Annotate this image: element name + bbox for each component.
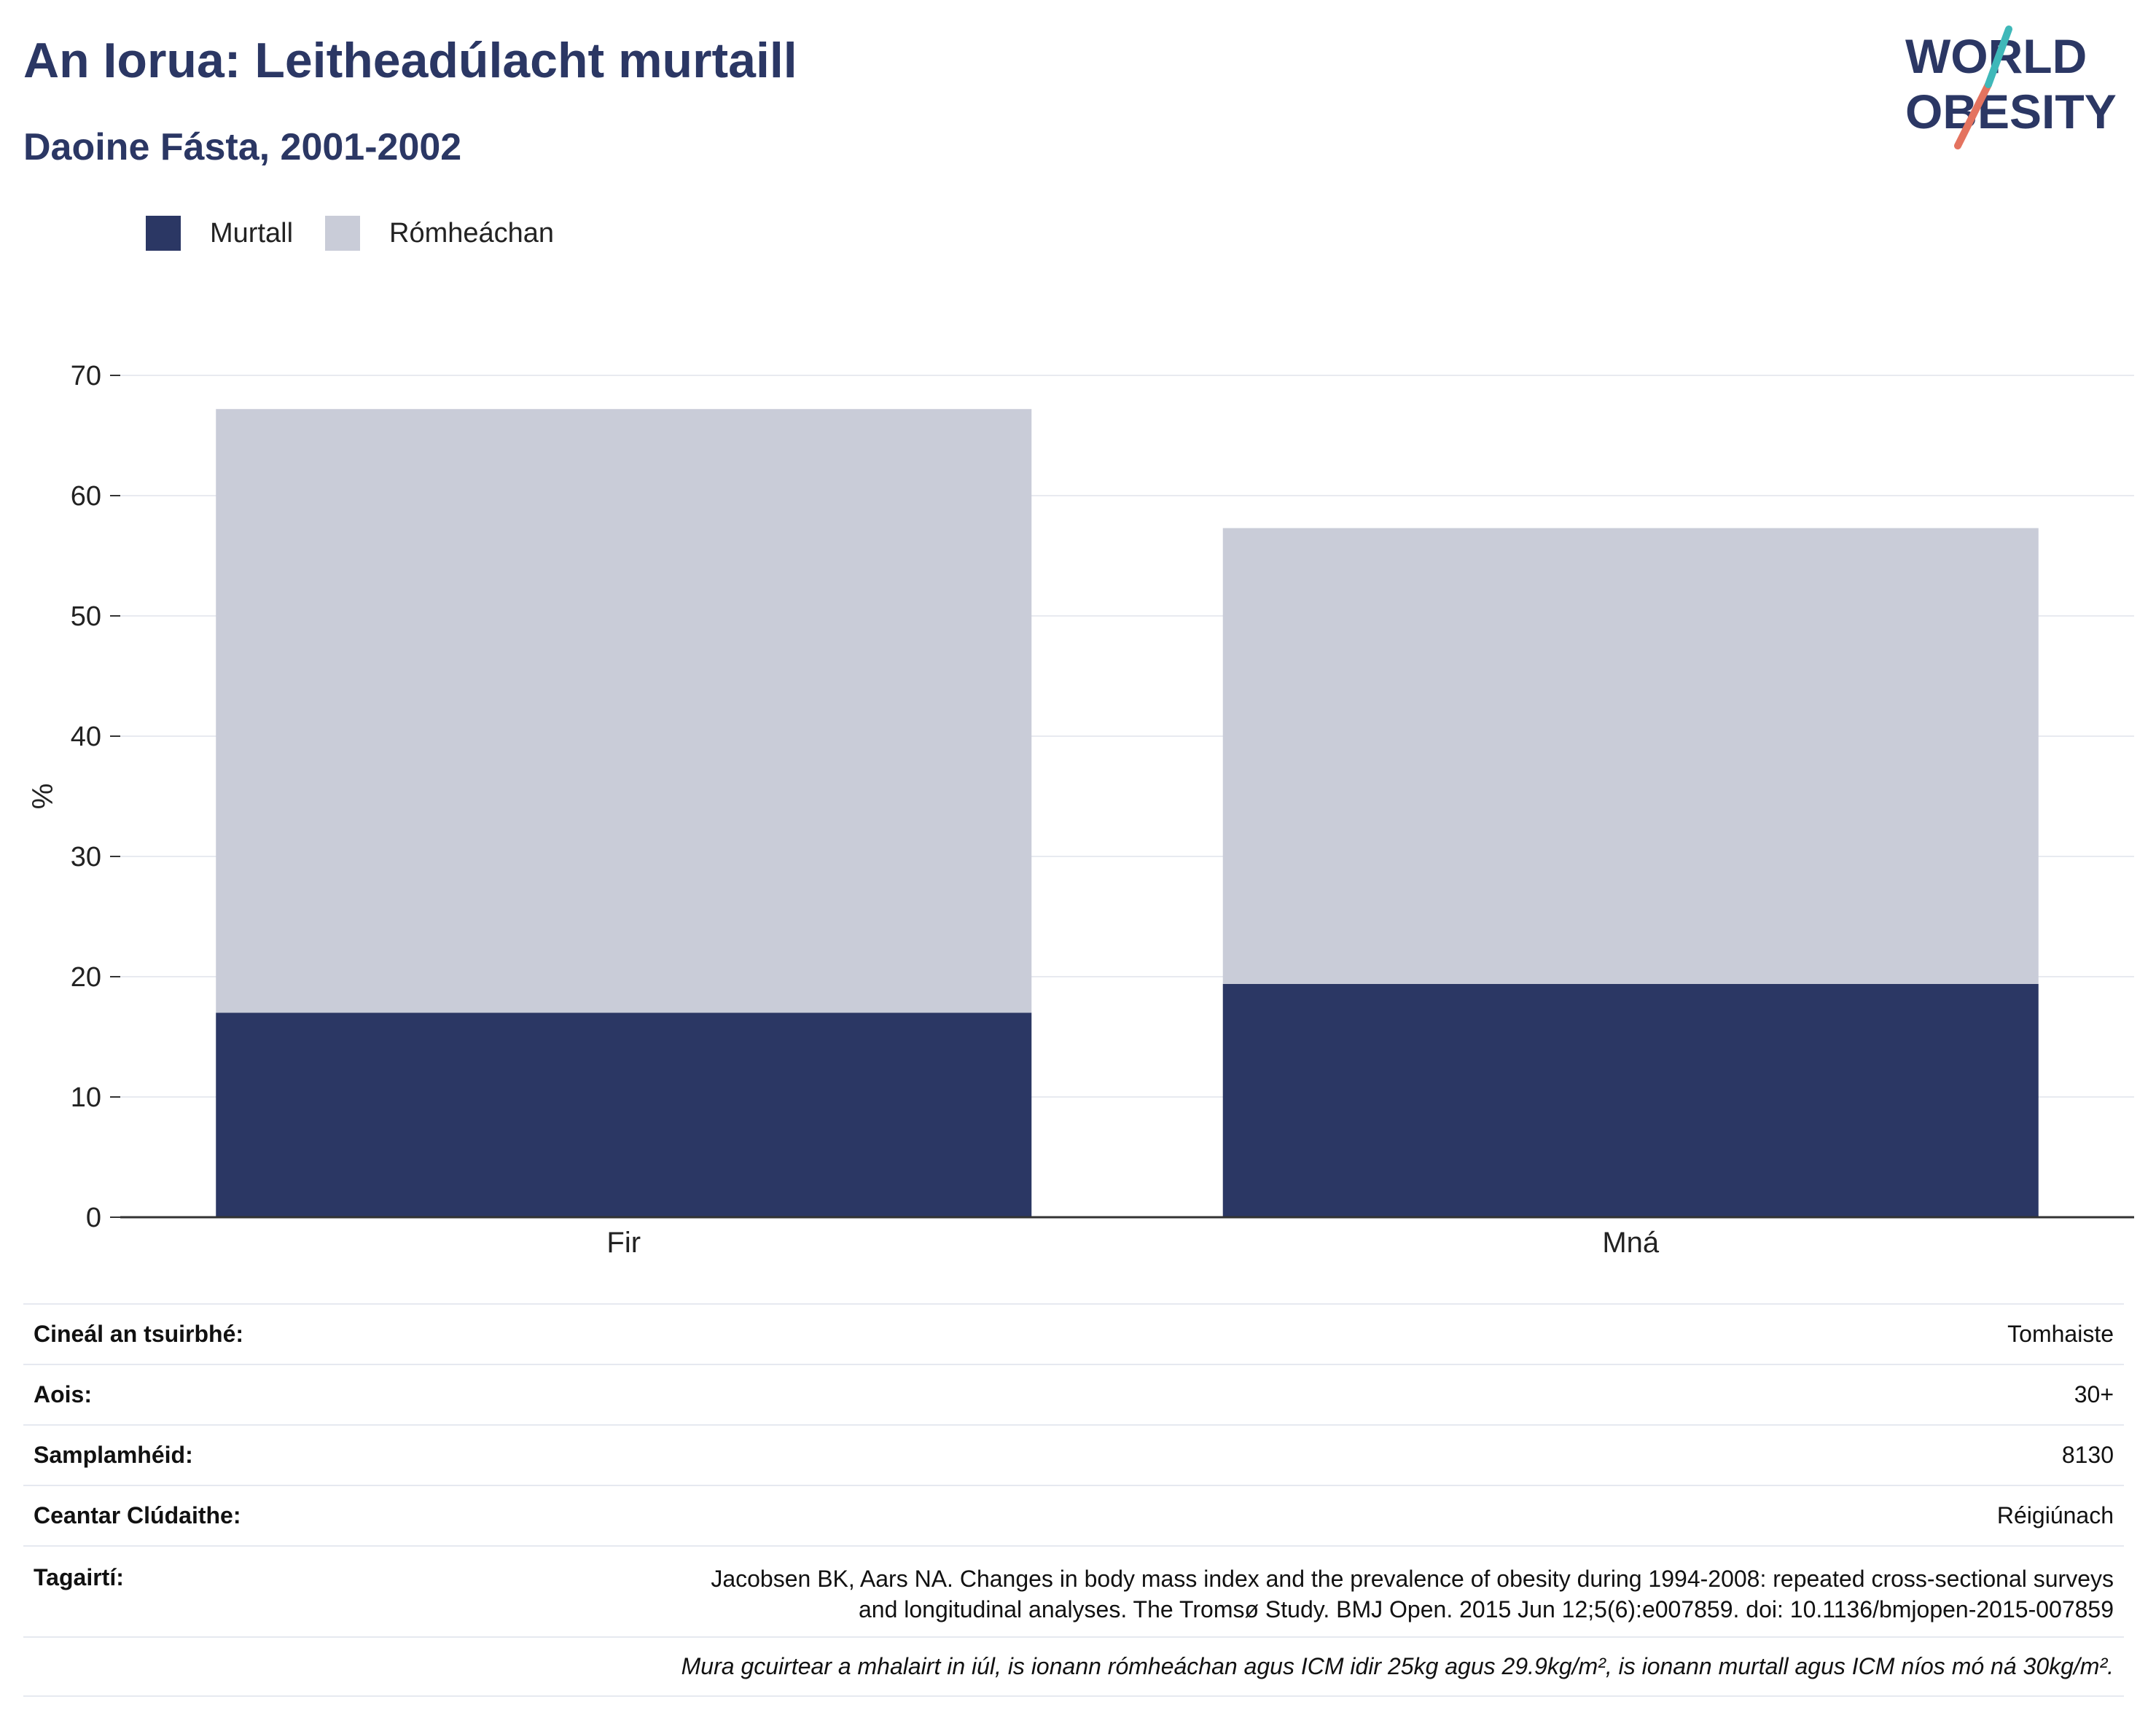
y-tick-label: 50 xyxy=(71,601,101,632)
survey-type-label: Cineál an tsuirbhé: xyxy=(34,1321,244,1347)
bar-obese-men xyxy=(216,1012,1032,1217)
reference-line-1: Jacobsen BK, Aars NA. Changes in body ma… xyxy=(711,1566,2114,1592)
bar-overweight-men xyxy=(216,409,1032,1013)
survey-type-row: Cineál an tsuirbhé: Tomhaiste xyxy=(23,1303,2124,1364)
legend-item-overweight[interactable]: Rómheáchan xyxy=(325,216,554,251)
references-row: Tagairtí: Jacobsen BK, Aars NA. Changes … xyxy=(23,1545,2124,1636)
references-label: Tagairtí: xyxy=(34,1564,124,1590)
y-tick-label: 0 xyxy=(86,1203,101,1233)
page-title: An Iorua: Leitheadúlacht murtaill xyxy=(23,33,797,88)
sample-size-value: 8130 xyxy=(2061,1441,2114,1468)
sample-size-row: Samplamhéid: 8130 xyxy=(23,1424,2124,1485)
survey-type-value: Tomhaiste xyxy=(2007,1320,2114,1347)
legend-item-obese[interactable]: Murtall xyxy=(146,216,293,251)
references-text: Jacobsen BK, Aars NA. Changes in body ma… xyxy=(711,1564,2114,1625)
x-tick-label: Fir xyxy=(606,1227,641,1259)
bar-obese-women xyxy=(1222,983,2039,1217)
y-tick-label: 40 xyxy=(71,722,101,752)
definition-note: Mura gcuirtear a mhalairt in iúl, is ion… xyxy=(681,1653,2114,1679)
legend-swatch-obese xyxy=(146,216,181,251)
definition-note-row: Mura gcuirtear a mhalairt in iúl, is ion… xyxy=(23,1636,2124,1697)
sample-size-label: Samplamhéid: xyxy=(34,1442,193,1468)
bar-overweight-women xyxy=(1222,528,2039,984)
y-axis-title: % xyxy=(27,784,59,810)
svg-text:OBESITY: OBESITY xyxy=(1905,85,2117,138)
y-tick-label: 60 xyxy=(71,481,101,512)
area-value: Réigiúnach xyxy=(1996,1501,2114,1528)
age-label: Aois: xyxy=(34,1381,92,1407)
legend-label-obese: Murtall xyxy=(210,217,294,249)
reference-line-2: and longitudinal analyses. The Tromsø St… xyxy=(858,1596,2114,1622)
survey-info-table: Cineál an tsuirbhé: Tomhaiste Aois: 30+ … xyxy=(23,1303,2124,1697)
area-label: Ceantar Clúdaithe: xyxy=(34,1502,241,1528)
y-tick-label: 70 xyxy=(71,361,101,391)
y-tick-label: 10 xyxy=(71,1082,101,1113)
world-obesity-logo: WORLD OBESITY xyxy=(1905,26,2117,149)
age-value: 30+ xyxy=(2074,1380,2114,1407)
area-row: Ceantar Clúdaithe: Réigiúnach xyxy=(23,1485,2124,1545)
y-tick-label: 20 xyxy=(71,962,101,993)
legend-swatch-overweight xyxy=(325,216,361,251)
legend-label-overweight: Rómheáchan xyxy=(389,217,555,249)
x-tick-label: Mná xyxy=(1602,1227,1660,1259)
age-row: Aois: 30+ xyxy=(23,1364,2124,1424)
y-tick-label: 30 xyxy=(71,842,101,872)
prevalence-bar-chart: 0 10 20 30 40 50 60 70% Fir Mná xyxy=(27,361,2134,1259)
chart-legend: Murtall Rómheáchan xyxy=(146,216,586,251)
page-subtitle: Daoine Fásta, 2001-2002 xyxy=(23,126,462,168)
